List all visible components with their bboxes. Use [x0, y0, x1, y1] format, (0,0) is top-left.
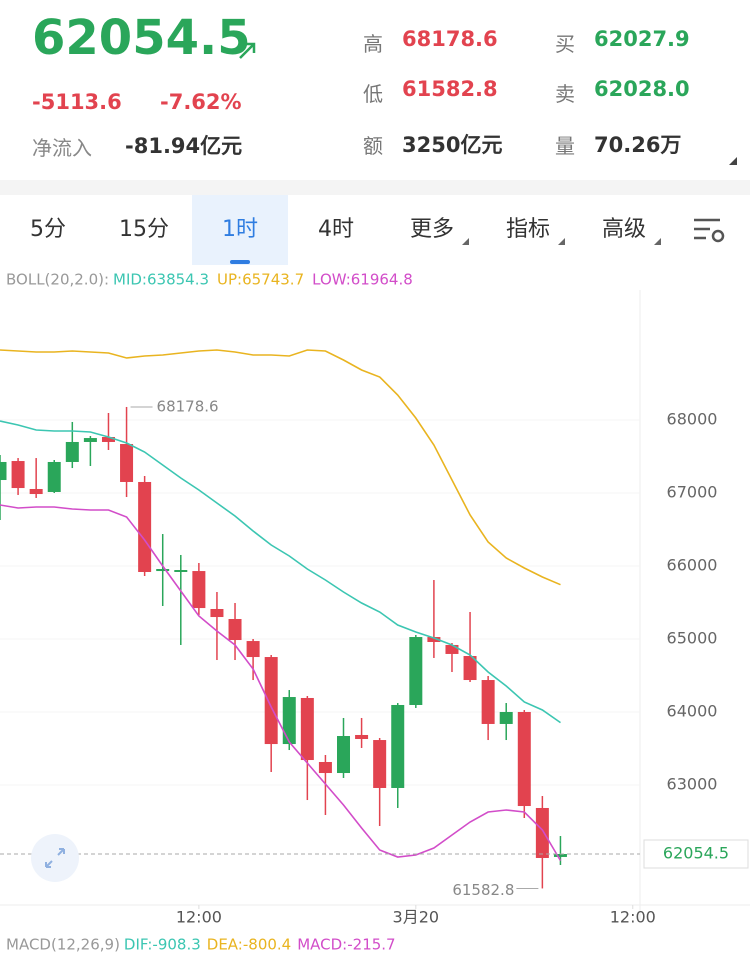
candle-body — [463, 656, 477, 681]
y-tick-label: 65000 — [667, 628, 718, 647]
stat-label: 低 — [363, 82, 383, 106]
candle-body — [246, 641, 260, 658]
indicator-label: BOLL(20,2.0): — [6, 271, 109, 289]
change-pct: -7.62% — [160, 90, 242, 114]
candle-body — [481, 680, 495, 724]
stat-label: 买 — [555, 32, 575, 56]
candle-body — [101, 437, 115, 442]
y-tick-label: 64000 — [667, 701, 718, 720]
candle-body — [264, 657, 278, 745]
stat-label: 卖 — [555, 82, 575, 106]
stat-value: 3250亿元 — [402, 133, 503, 157]
price-box — [643, 839, 749, 869]
candle-body — [120, 444, 134, 482]
candle-body — [174, 570, 188, 572]
stat-value: 70.26万 — [594, 133, 682, 157]
expand-triangle[interactable] — [728, 156, 738, 166]
candle-body — [156, 568, 170, 572]
candle-body — [228, 618, 242, 641]
tab[interactable]: 15分 — [119, 217, 169, 242]
stat-value: 68178.6 — [402, 27, 498, 51]
net-inflow-label: 净流入 — [32, 136, 92, 160]
y-tick-label: 63000 — [667, 774, 718, 793]
tab[interactable]: 指标 — [505, 217, 550, 242]
candle-body — [282, 697, 296, 745]
stat-value: 61582.8 — [402, 77, 498, 101]
change: -5113.6 — [32, 90, 122, 114]
y-tick-label: 66000 — [667, 556, 718, 575]
boll-line — [0, 349, 561, 586]
tab[interactable]: 1时 — [192, 195, 288, 265]
stat-value: 62027.9 — [594, 27, 690, 51]
tab[interactable]: 5分 — [30, 217, 66, 242]
legend-item: UP:65743.7 — [217, 271, 304, 289]
low-label: 61582.8 — [452, 881, 514, 899]
boll-line — [0, 420, 561, 724]
macd-label: MACD(12,26,9) — [6, 936, 120, 954]
candle-body — [192, 571, 206, 609]
legend-item: LOW:61964.8 — [312, 271, 413, 289]
high-label: 68178.6 — [157, 397, 219, 415]
tab[interactable]: 高级 — [601, 217, 646, 242]
dropdown-triangle — [462, 238, 469, 245]
candle-body — [373, 740, 387, 788]
legend-item: MID:63854.3 — [113, 271, 209, 289]
candle-body — [210, 608, 224, 618]
candle-body — [409, 637, 423, 705]
plot — [0, 349, 567, 889]
macd-item: DEA:-800.4 — [207, 936, 291, 954]
dropdown-triangle — [654, 238, 661, 245]
x-tick-label: 3月20 — [393, 908, 440, 927]
candle-body — [29, 488, 43, 495]
y-tick-label: 67000 — [667, 483, 718, 502]
net-inflow: -81.94亿元 — [125, 134, 243, 158]
candle-body — [499, 711, 513, 724]
expand-icon — [45, 848, 65, 868]
tab[interactable]: 4时 — [318, 217, 354, 242]
candle-body — [553, 854, 567, 857]
candle-body — [391, 704, 405, 788]
active-indicator — [230, 260, 250, 264]
candle-body — [517, 711, 531, 807]
candle-body — [300, 697, 314, 761]
settings-icon[interactable] — [692, 216, 728, 246]
candle-body — [47, 461, 61, 492]
chart: BOLL(20,2.0): MID:63854.3 UP:65743.7 LOW:61… — [0, 271, 750, 954]
stat-label: 量 — [555, 134, 575, 158]
candle-body — [355, 734, 369, 740]
candle-body — [0, 461, 7, 481]
macd-item: MACD:-215.7 — [297, 936, 395, 954]
boll-line — [0, 504, 562, 862]
candle-body — [445, 644, 459, 654]
x-tick-label: 12:00 — [610, 908, 656, 927]
candle-body — [337, 736, 351, 774]
candle-body — [318, 761, 332, 774]
separator — [0, 180, 750, 195]
candle-body — [535, 807, 549, 858]
expand-circle — [31, 834, 79, 882]
macd-item: DIF:-908.3 — [124, 936, 201, 954]
candle-body — [83, 438, 97, 442]
tab[interactable]: 更多 — [409, 217, 454, 242]
expand-button[interactable] — [31, 834, 79, 882]
candle-body — [427, 637, 441, 642]
stat-value: 62028.0 — [594, 77, 690, 101]
y-tick-label: 68000 — [667, 410, 718, 429]
price: 62054.5 — [32, 10, 251, 66]
stat-label: 高 — [363, 32, 383, 56]
candle-body — [138, 481, 152, 572]
dropdown-triangle — [558, 238, 565, 245]
x-tick-label: 12:00 — [176, 908, 222, 927]
price-label: 62054.5 — [663, 844, 729, 863]
candle-body — [65, 441, 79, 462]
trend-arrow — [239, 42, 256, 59]
stat-label: 额 — [363, 134, 383, 158]
candle-body — [11, 461, 25, 489]
